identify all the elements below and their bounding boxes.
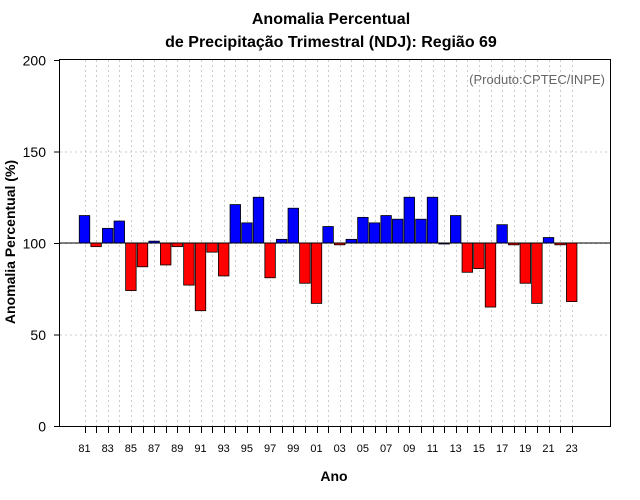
bar-1981 (78, 215, 91, 244)
x-tick-label: 91 (194, 443, 206, 455)
x-tick-label: 97 (264, 443, 276, 455)
bar-1991 (194, 242, 207, 312)
bar-1998 (276, 238, 288, 244)
x-tick-label: 19 (519, 443, 531, 455)
x-tick-label: 89 (171, 443, 183, 455)
bar-2016 (484, 242, 497, 308)
x-tick-label: 95 (241, 443, 253, 455)
bar-2011 (426, 196, 439, 244)
y-tick-label: 200 (23, 53, 47, 69)
chart-title-line1: Anomalia Percentual (252, 11, 410, 28)
bar-1985 (125, 242, 137, 291)
bar-2007 (380, 215, 392, 244)
bar-2021 (542, 237, 555, 244)
bar-2023 (566, 242, 578, 302)
credit-label: (Produto:CPTEC/INPE) (469, 72, 605, 87)
bar-2008 (392, 218, 404, 244)
bar-2009 (403, 196, 415, 244)
y-tick-label: 50 (30, 327, 46, 343)
x-tick-label: 93 (218, 443, 230, 455)
x-axis: 81 83 85 87 89 91 93 95 97 99 01 03 05 07 09 11 13 15 17 19… (78, 426, 578, 455)
grid-lines (60, 60, 610, 426)
bar-2015 (473, 242, 485, 270)
x-axis-label: Ano (320, 468, 347, 484)
bar-2001 (310, 242, 323, 304)
x-tick-label: 15 (473, 443, 485, 455)
x-tick-label: 09 (403, 443, 415, 455)
x-tick-label: 07 (380, 443, 392, 455)
x-tick-label: 23 (566, 443, 578, 455)
x-tick-label: 05 (357, 443, 369, 455)
y-tick-label: 150 (23, 144, 47, 160)
y-tick-label: 0 (38, 419, 46, 435)
bar-1990 (183, 242, 195, 286)
bar-1996 (252, 196, 265, 244)
bar-2019 (519, 242, 531, 284)
bar-1995 (241, 222, 253, 244)
chart-title-line2: de Precipitação Trimestral (NDJ): Região… (165, 34, 497, 51)
bar-2002 (322, 226, 334, 244)
bar-2020 (531, 242, 543, 304)
x-tick-label: 87 (148, 443, 160, 455)
bar-2006 (368, 222, 381, 244)
bar-1989 (171, 242, 183, 248)
bar-2014 (461, 242, 473, 273)
bar-1983 (102, 227, 114, 244)
x-tick-label: 13 (450, 443, 462, 455)
x-tick-label: 11 (427, 443, 438, 455)
x-tick-label: 17 (496, 443, 508, 455)
bar-2005 (357, 216, 369, 244)
x-tick-label: 21 (542, 443, 554, 455)
y-tick-label: 100 (23, 236, 47, 252)
bar-1999 (287, 207, 299, 244)
bar-2017 (496, 224, 508, 244)
bar-1986 (136, 242, 149, 268)
y-axis: 0 50 100 150 200 (23, 53, 60, 435)
x-tick-label: 83 (102, 443, 114, 455)
x-tick-label: 81 (78, 443, 90, 455)
bar-2000 (299, 242, 311, 284)
bars (78, 196, 578, 312)
x-tick-label: 85 (125, 443, 137, 455)
bar-1994 (229, 204, 241, 244)
bar-1984 (113, 220, 125, 244)
bar-1993 (218, 242, 230, 277)
x-tick-label: 01 (310, 443, 322, 455)
y-axis-label: Anomalia Percentual (%) (2, 160, 18, 324)
bar-1988 (160, 242, 172, 266)
bar-1992 (206, 242, 218, 253)
x-tick-label: 03 (334, 443, 346, 455)
x-tick-label: 99 (287, 443, 299, 455)
bar-2013 (450, 215, 462, 244)
bar-2004 (345, 238, 357, 244)
bar-1997 (264, 242, 276, 279)
bar-1982 (90, 242, 102, 248)
bar-2010 (415, 218, 427, 244)
